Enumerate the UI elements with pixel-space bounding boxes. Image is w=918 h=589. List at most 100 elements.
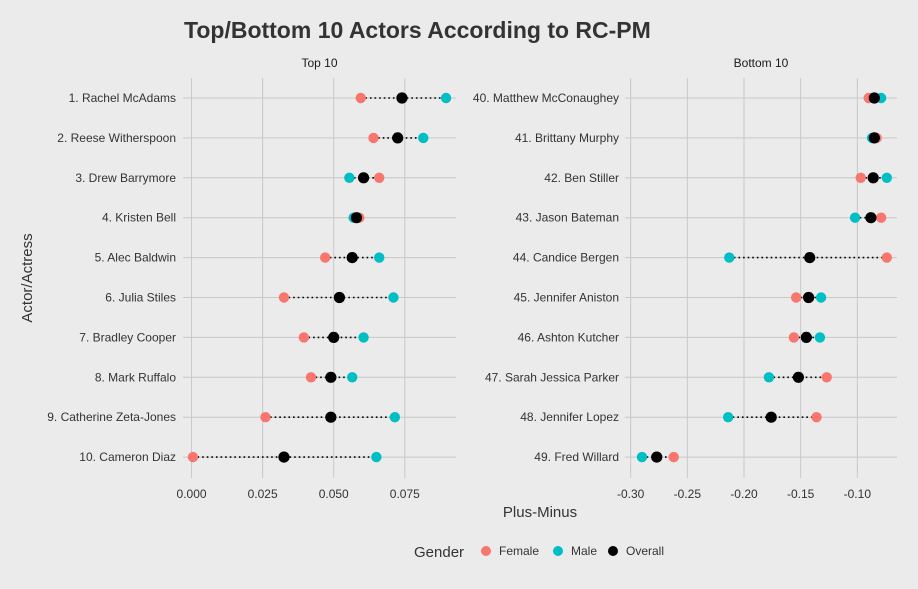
panels: Top 10 0.000 0.025 0.050 0.075 1. Rachel McAd…: [47, 56, 897, 501]
y-tick-label: 49. Fred Willard: [534, 450, 619, 464]
male-point: [344, 172, 355, 183]
x-tick-label: -0.20: [730, 487, 758, 501]
strip-label: Top 10: [301, 56, 337, 70]
female-point: [875, 212, 887, 223]
female-point: [881, 252, 892, 263]
chart-title: Top/Bottom 10 Actors According to RC-PM: [184, 17, 651, 43]
y-tick-label: 2. Reese Witherspoon: [57, 131, 176, 145]
male-point: [374, 252, 385, 263]
male-point: [347, 372, 358, 383]
overall-point: [278, 451, 290, 463]
overall-point: [392, 132, 404, 144]
legend-label-female: Female: [499, 544, 539, 558]
x-tick-label: -0.25: [674, 487, 702, 501]
overall-point: [765, 411, 777, 423]
y-tick-label: 5. Alec Baldwin: [95, 251, 176, 265]
x-tick-label: 0.050: [319, 487, 349, 501]
male-point: [389, 412, 401, 423]
overall-point: [800, 331, 812, 343]
female-point: [298, 332, 310, 343]
overall-point: [792, 371, 805, 383]
x-tick-label: 0.025: [248, 487, 278, 501]
y-tick-label: 47. Sarah Jessica Parker: [485, 370, 619, 384]
y-tick-label: 6. Julia Stiles: [105, 291, 176, 305]
y-tick-label: 8. Mark Ruffalo: [95, 370, 176, 384]
female-point: [305, 372, 317, 383]
panel-2: Bottom 10 -0.30 -0.25 -0.20 -0.15 -0.10 40. Ma…: [473, 56, 897, 501]
y-tick-label: 42. Ben Stiller: [544, 171, 619, 185]
overall-point: [804, 252, 816, 264]
female-point: [668, 451, 679, 463]
y-tick-label: 41. Brittany Murphy: [515, 131, 619, 145]
overall-point: [868, 92, 880, 104]
male-point: [358, 332, 369, 343]
y-axis-title: Actor/Actress: [19, 233, 36, 322]
female-point: [788, 332, 800, 343]
male-point: [849, 212, 861, 223]
x-tick-label: -0.10: [844, 487, 872, 501]
legend: Gender Female Male Overall: [414, 544, 664, 561]
female-point: [821, 372, 832, 383]
female-point: [260, 412, 271, 423]
female-point: [319, 252, 331, 263]
y-tick-label: 40. Matthew McConaughey: [473, 91, 619, 105]
y-tick-label: 43. Jason Bateman: [516, 211, 619, 225]
male-point: [763, 372, 775, 383]
x-axis-title: Plus-Minus: [503, 504, 577, 521]
x-tick-label: -0.30: [617, 487, 645, 501]
male-point: [724, 252, 735, 263]
female-point: [790, 292, 802, 303]
y-tick-label: 7. Bradley Cooper: [79, 330, 176, 344]
overall-point: [867, 172, 879, 184]
female-point: [368, 132, 379, 144]
x-tick-label: 0.000: [177, 487, 207, 501]
y-tick-label: 4. Kristen Bell: [102, 211, 176, 225]
legend-key-male: [553, 546, 563, 556]
y-tick-label: 45. Jennifer Aniston: [514, 291, 619, 305]
overall-point: [325, 371, 337, 383]
y-tick-label: 48. Jennifer Lopez: [520, 410, 619, 424]
male-point: [440, 92, 452, 104]
overall-point: [333, 291, 346, 304]
female-point: [355, 92, 366, 104]
x-tick-label: -0.15: [787, 487, 815, 501]
male-point: [418, 132, 429, 144]
male-point: [371, 451, 382, 463]
legend-label-overall: Overall: [626, 544, 664, 558]
male-point: [388, 292, 399, 303]
overall-point: [325, 411, 337, 423]
male-point: [636, 451, 648, 463]
y-tick-label: 9. Catherine Zeta-Jones: [47, 410, 176, 424]
y-tick-label: 1. Rachel McAdams: [69, 91, 176, 105]
overall-point: [868, 132, 880, 144]
overall-point: [328, 331, 340, 343]
overall-point: [346, 252, 358, 264]
female-point: [374, 172, 385, 183]
legend-label-male: Male: [571, 544, 597, 558]
y-tick-label: 46. Ashton Kutcher: [518, 330, 619, 344]
y-tick-label: 44. Candice Bergen: [513, 251, 619, 265]
y-tick-label: 10. Cameron Diaz: [79, 450, 176, 464]
overall-point: [803, 291, 815, 304]
legend-key-female: [481, 546, 491, 556]
legend-key-overall: [608, 546, 618, 556]
female-point: [811, 412, 822, 423]
male-point: [815, 292, 827, 303]
male-point: [881, 172, 892, 183]
strip-label: Bottom 10: [734, 56, 789, 70]
overall-point: [357, 172, 370, 184]
legend-title: Gender: [414, 544, 464, 561]
female-point: [187, 451, 199, 463]
male-point: [814, 332, 826, 343]
female-point: [278, 292, 290, 303]
x-tick-label: 0.075: [390, 487, 420, 501]
overall-point: [865, 212, 877, 224]
overall-point: [651, 451, 663, 463]
overall-point: [396, 92, 408, 104]
male-point: [722, 412, 734, 423]
panel-1: Top 10 0.000 0.025 0.050 0.075 1. Rachel McAd…: [47, 56, 456, 501]
female-point: [855, 172, 866, 183]
overall-point: [350, 212, 363, 224]
y-tick-label: 3. Drew Barrymore: [75, 171, 176, 185]
